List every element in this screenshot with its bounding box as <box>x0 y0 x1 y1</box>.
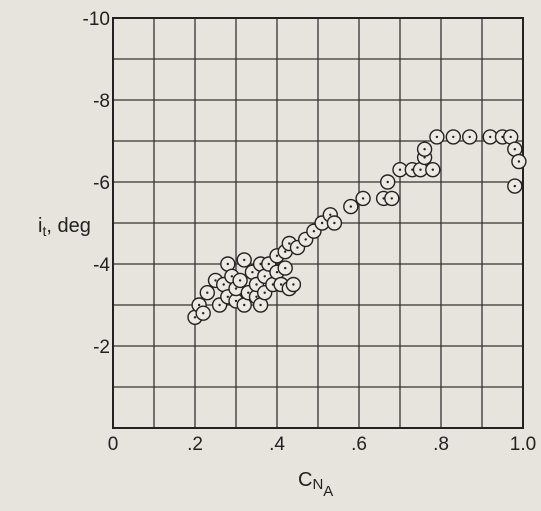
x-tick-label: .2 <box>187 434 203 455</box>
data-point <box>195 305 211 321</box>
x-tick-label: 0 <box>108 434 119 455</box>
data-point <box>429 129 445 145</box>
data-point <box>199 285 216 301</box>
y-tick-label: -10 <box>83 9 110 30</box>
x-tick-label: 1.0 <box>510 434 536 455</box>
x-tick-label: .4 <box>269 434 285 455</box>
data-point <box>445 129 461 145</box>
data-point <box>355 190 371 207</box>
y-axis-label: it, deg <box>38 215 91 239</box>
data-point <box>232 272 248 289</box>
data-point <box>416 141 433 157</box>
data-point <box>462 129 478 145</box>
data-point <box>425 161 441 178</box>
data-points <box>187 129 527 325</box>
x-axis-label: CNA <box>298 469 333 500</box>
data-point <box>511 153 527 170</box>
x-tick-label: .8 <box>433 434 449 455</box>
y-tick-labels: -2 -4 -6 -8 -10 <box>83 9 111 358</box>
data-point <box>343 198 359 215</box>
x-tick-label: .6 <box>351 434 367 455</box>
y-tick-label: -4 <box>93 255 110 276</box>
data-point <box>384 190 400 207</box>
data-point <box>507 178 523 194</box>
data-point <box>236 252 252 268</box>
x-tick-labels: 0 .2 .4 .6 .8 1.0 <box>108 434 537 455</box>
y-tick-label: -8 <box>93 91 110 112</box>
y-tick-label: -2 <box>93 337 110 358</box>
data-point <box>277 260 293 276</box>
data-point <box>380 174 396 190</box>
plot-frame <box>112 17 524 429</box>
data-point <box>285 276 302 293</box>
y-tick-label: -6 <box>93 173 110 194</box>
data-point <box>326 215 343 231</box>
